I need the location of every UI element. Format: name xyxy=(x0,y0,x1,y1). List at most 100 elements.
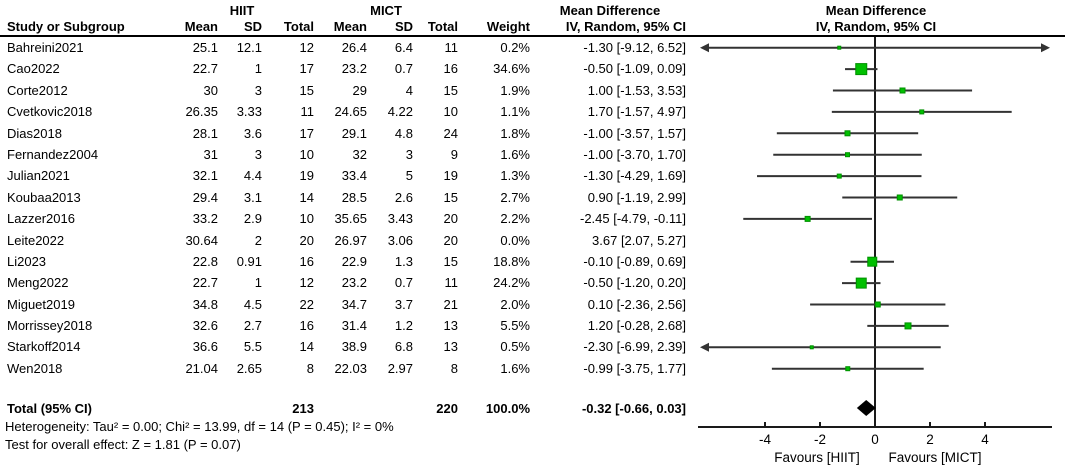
table-row: Wen2018 21.04 2.65 8 22.03 2.97 8 1.6% -0.99 [-3… xyxy=(0,358,686,379)
table-row: Leite2022 30.64 2 20 26.97 3.06 20 0.0% 3.67 [2.… xyxy=(0,230,686,251)
col-header-total2: Total xyxy=(427,19,458,34)
table-row: Morrissey2018 32.6 2.7 16 31.4 1.2 13 5.5% 1.20 … xyxy=(0,315,686,336)
cell-sd2: 3.06 xyxy=(387,232,413,248)
cell-total1: 12 xyxy=(299,275,314,291)
effect-marker xyxy=(845,152,850,158)
cell-sd1: 5.5 xyxy=(243,339,262,355)
cell-total2: 21 xyxy=(443,296,458,312)
cell-total1: 17 xyxy=(299,125,314,141)
cell-total2: 11 xyxy=(444,275,459,291)
cell-total1: 10 xyxy=(299,211,314,227)
col-header-study: Study or Subgroup xyxy=(7,19,125,34)
table-row: Dias2018 28.1 3.6 17 29.1 4.8 24 1.8% -1.00 [-3.… xyxy=(0,123,686,144)
cell-total2: 15 xyxy=(443,253,458,269)
cell-weight: 34.6% xyxy=(493,61,530,77)
cell-mean1: 32.1 xyxy=(192,168,218,184)
cell-sd1: 2 xyxy=(254,232,262,248)
table-row: Miguet2019 34.8 4.5 22 34.7 3.7 21 2.0% 0.10 [-2… xyxy=(0,294,686,315)
cell-mean2: 22.03 xyxy=(334,360,367,376)
cell-sd2: 2.97 xyxy=(387,360,413,376)
axis-tick-label: 2 xyxy=(926,432,934,447)
cell-sd1: 1 xyxy=(254,61,262,77)
table-row: Koubaa2013 29.4 3.1 14 28.5 2.6 15 2.7% 0.90 [-1… xyxy=(0,187,686,208)
effect-marker xyxy=(836,173,842,179)
cell-total2: 19 xyxy=(443,168,458,184)
cell-total1: 14 xyxy=(299,339,314,355)
study-label: Bahreini2021 xyxy=(7,40,84,55)
effect-marker xyxy=(896,194,903,201)
study-table-body: Bahreini2021 25.1 12.1 12 26.4 6.4 11 0.2% -1.30… xyxy=(0,37,686,379)
left-arrow xyxy=(700,43,709,53)
table-row: Starkoff2014 36.6 5.5 14 38.9 6.8 13 0.5% -2.30 … xyxy=(0,336,686,357)
cell-mean2: 32 xyxy=(352,146,367,162)
table-row: Lazzer2016 33.2 2.9 10 35.65 3.43 20 2.2% -2.45 … xyxy=(0,208,686,229)
cell-mean1: 30.64 xyxy=(185,232,218,248)
cell-total2: 24 xyxy=(443,125,458,141)
col-header-mean1: Mean xyxy=(184,19,218,34)
study-label: Lazzer2016 xyxy=(7,211,75,227)
cell-ci_text: 1.70 [-1.57, 4.97] xyxy=(587,104,686,120)
cell-mean1: 25.1 xyxy=(192,40,218,55)
cell-sd1: 3 xyxy=(254,146,262,162)
cell-mean1: 21.04 xyxy=(185,360,218,376)
cell-sd1: 1 xyxy=(254,275,262,291)
cell-total2: 10 xyxy=(443,104,458,120)
study-label: Starkoff2014 xyxy=(7,339,81,355)
cell-mean1: 32.6 xyxy=(192,318,218,334)
cell-mean2: 29.1 xyxy=(341,125,367,141)
table-row: Cao2022 22.7 1 17 23.2 0.7 16 34.6% -0.50 [-1.09… xyxy=(0,58,686,79)
cell-weight: 0.2% xyxy=(500,40,530,55)
cell-total1: 14 xyxy=(299,189,314,205)
cell-sd2: 4 xyxy=(405,82,413,98)
cell-mean1: 28.1 xyxy=(192,125,218,141)
study-label: Fernandez2004 xyxy=(7,146,99,162)
cell-total1: 10 xyxy=(299,146,314,162)
cell-total2: 11 xyxy=(444,40,459,55)
cell-total2: 16 xyxy=(443,61,458,77)
table-row: Corte2012 30 3 15 29 4 15 1.9% 1.00 [-1.53, 3.53… xyxy=(0,80,686,101)
cell-sd2: 1.2 xyxy=(394,318,413,334)
plot-title: Mean Difference xyxy=(825,3,927,18)
study-label: Morrissey2018 xyxy=(7,318,93,334)
cell-ci_text: 1.00 [-1.53, 3.53] xyxy=(587,82,686,98)
cell-mean2: 23.2 xyxy=(341,61,367,77)
col-header-mean2: Mean xyxy=(333,19,367,34)
effect-marker xyxy=(919,109,925,115)
cell-mean1: 31 xyxy=(203,146,218,162)
cell-total2: 15 xyxy=(443,189,458,205)
cell-ci_text: -1.00 [-3.57, 1.57] xyxy=(583,125,686,141)
cell-sd1: 0.91 xyxy=(236,253,262,269)
effect-marker xyxy=(874,301,881,308)
cell-mean2: 23.2 xyxy=(341,275,367,291)
cell-total2: 8 xyxy=(450,360,458,376)
cell-weight: 5.5% xyxy=(500,318,530,334)
cell-weight: 1.6% xyxy=(500,146,530,162)
cell-mean1: 30 xyxy=(203,82,218,98)
cell-ci_text: 3.67 [2.07, 5.27] xyxy=(592,232,686,248)
effect-marker xyxy=(804,215,811,222)
total-ci-text: -0.32 [-0.66, 0.03] xyxy=(581,401,686,416)
cell-sd1: 2.65 xyxy=(236,360,262,376)
study-label: Cao2022 xyxy=(7,61,60,77)
study-label: Meng2022 xyxy=(7,275,69,291)
effect-marker xyxy=(809,345,814,350)
cell-mean1: 33.2 xyxy=(192,211,218,227)
cell-sd2: 4.22 xyxy=(387,104,413,120)
cell-weight: 2.2% xyxy=(500,211,530,227)
table-column-headers: Study or Subgroup Mean SD Total Mean SD … xyxy=(0,18,686,35)
cell-sd1: 4.5 xyxy=(243,296,262,312)
cell-weight: 2.7% xyxy=(500,189,530,205)
cell-mean2: 29 xyxy=(352,82,367,98)
cell-sd2: 0.7 xyxy=(394,275,413,291)
study-label: Leite2022 xyxy=(7,232,65,248)
cell-weight: 0.5% xyxy=(500,339,530,355)
cell-mean1: 26.35 xyxy=(185,104,218,120)
header-divider xyxy=(0,35,1065,37)
cell-ci_text: -1.30 [-4.29, 1.69] xyxy=(583,168,686,184)
cell-total1: 11 xyxy=(300,104,315,120)
total-diamond xyxy=(856,400,876,416)
cell-sd2: 5 xyxy=(405,168,413,184)
cell-total2: 13 xyxy=(443,339,458,355)
